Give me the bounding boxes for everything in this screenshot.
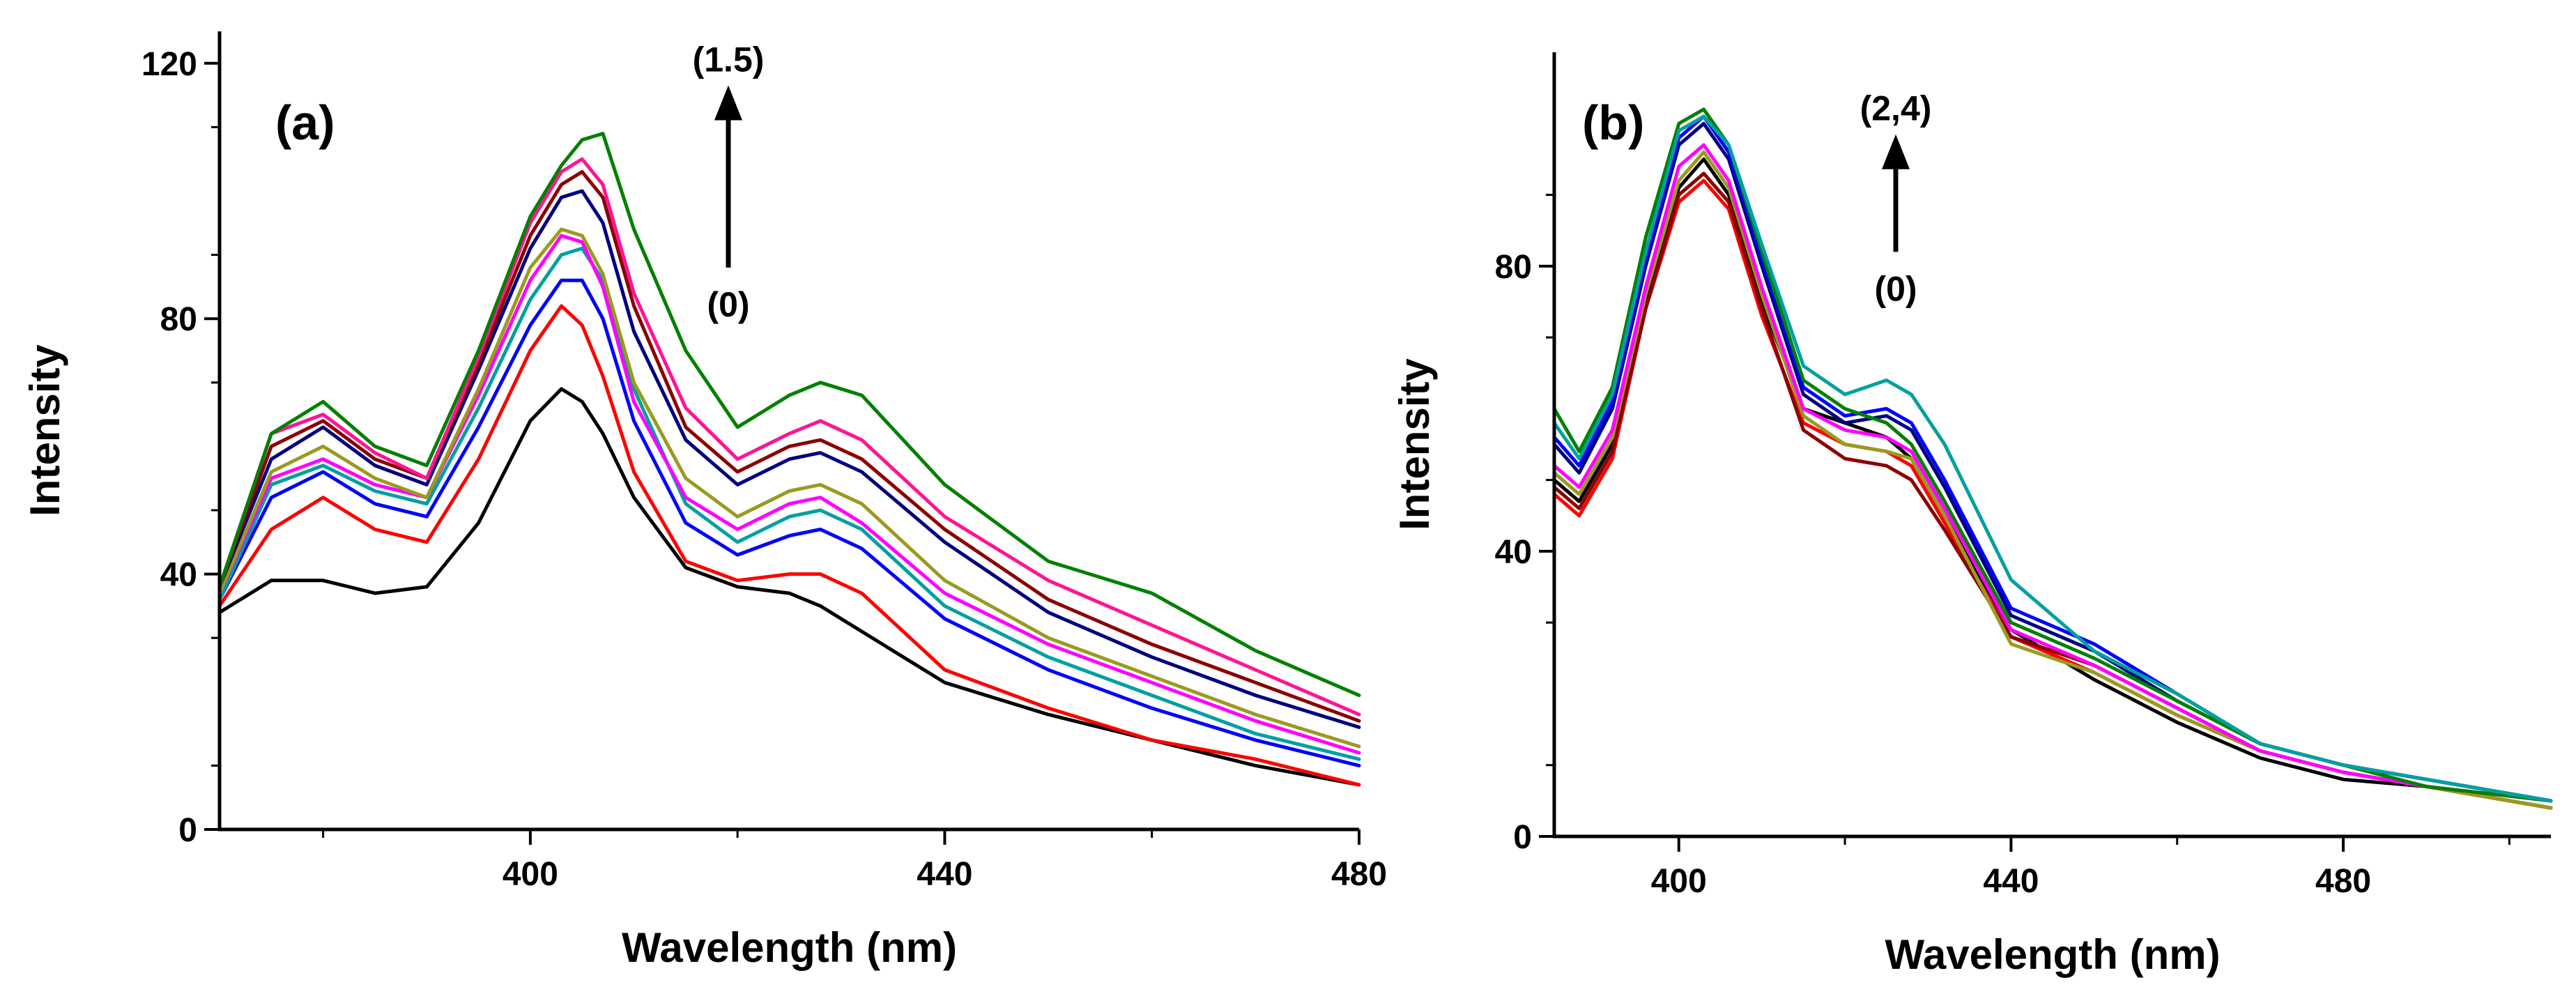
series-line-1 [1552, 178, 2553, 810]
series-line-7 [217, 170, 1361, 723]
x-tick-label: 480 [1331, 856, 1387, 893]
series-line-2 [217, 278, 1361, 767]
series-line-9 [217, 132, 1361, 698]
panel-label: (b) [1582, 95, 1644, 150]
series-line-8 [1552, 114, 2553, 803]
panel-a-chart: 0 40 80 120 400 440 480 Wavelength (nm) Intensit… [22, 31, 1387, 971]
x-tick-label: 440 [1983, 863, 2039, 900]
panel-label: (a) [275, 95, 335, 150]
series-line-8 [217, 157, 1361, 717]
y-tick-label: 120 [141, 46, 197, 83]
series-line-1 [217, 304, 1361, 787]
y-tick-label: 40 [160, 557, 197, 594]
arrow-label-bottom: (0) [707, 285, 749, 324]
series-line-6 [217, 189, 1361, 729]
series-line-5 [1552, 121, 2553, 803]
y-tick-label: 80 [1495, 249, 1532, 286]
y-axis-title: Intensity [1391, 358, 1438, 530]
series-line-0 [217, 387, 1361, 787]
series-line-7 [1552, 107, 2553, 803]
x-tick-label: 440 [917, 856, 972, 893]
series-line-2 [1552, 171, 2553, 810]
axes-frame [1552, 52, 2551, 839]
arrow-head [714, 85, 742, 121]
arrow-label-top: (2,4) [1860, 89, 1932, 128]
series-line-6 [1552, 114, 2553, 803]
arrow-label-top: (1.5) [693, 40, 765, 79]
series-line-4 [217, 233, 1361, 755]
panel-b-chart: 0 40 80 400 440 480 Wavelength (nm) Intensity (b… [1391, 52, 2553, 978]
arrow-head [1882, 134, 1910, 169]
x-axis-title: Wavelength (nm) [622, 924, 957, 971]
y-tick-label: 0 [178, 812, 197, 849]
y-tick-label: 80 [160, 301, 197, 338]
series-line-5 [217, 227, 1361, 749]
x-tick-label: 480 [2315, 863, 2371, 900]
y-axis-title: Intensity [22, 344, 68, 516]
y-tick-label: 0 [1513, 819, 1532, 856]
arrow-label-bottom: (0) [1874, 269, 1917, 308]
series-line-4 [1552, 143, 2553, 803]
x-tick-label: 400 [503, 856, 558, 893]
series-line-3 [1552, 150, 2553, 810]
y-tick-label: 40 [1495, 534, 1532, 571]
series-line-3 [217, 246, 1361, 761]
x-axis-title: Wavelength (nm) [1885, 931, 2220, 978]
series-line-0 [1552, 157, 2553, 810]
x-tick-label: 400 [1651, 863, 1707, 900]
